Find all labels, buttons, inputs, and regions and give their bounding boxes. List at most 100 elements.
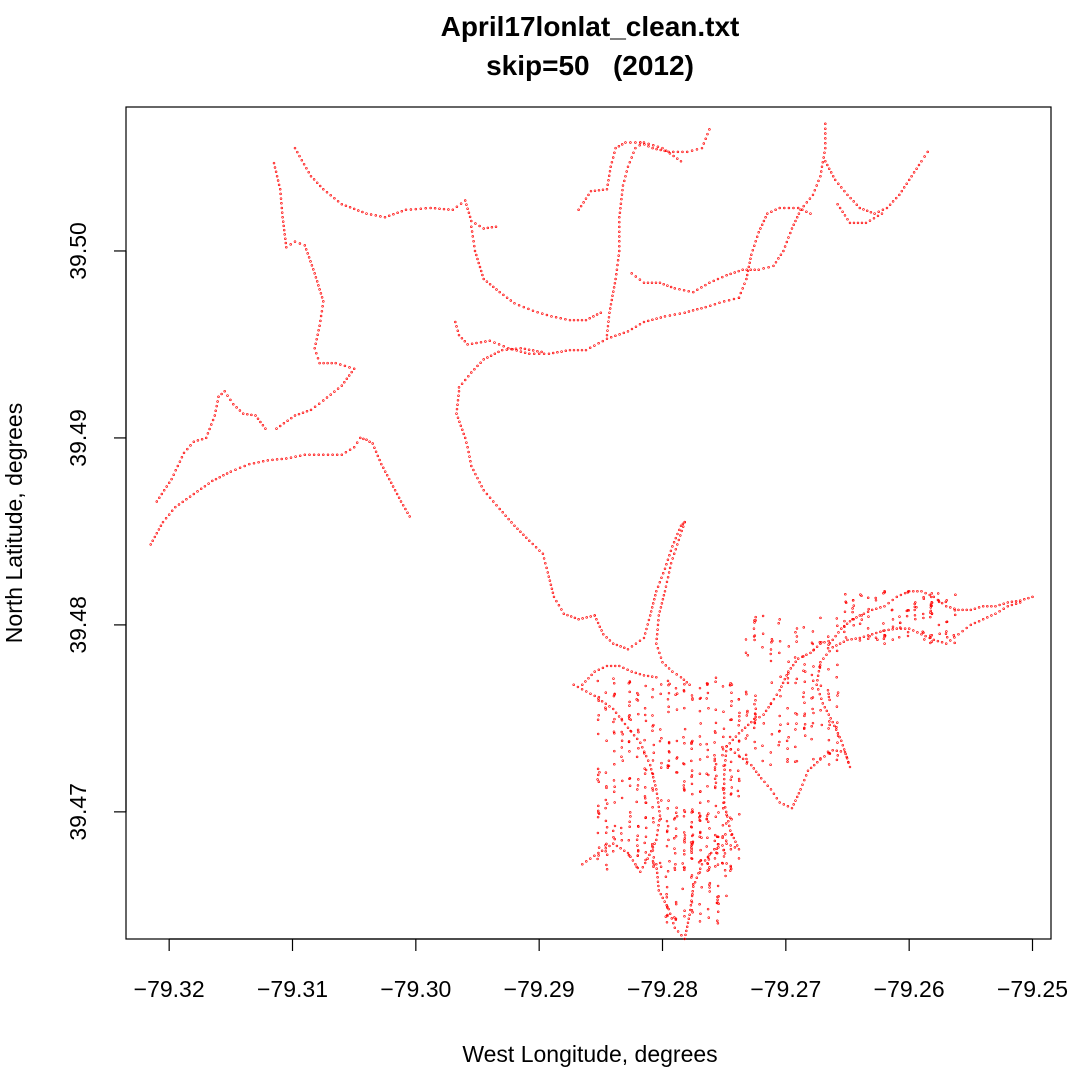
data-point: [408, 515, 411, 518]
data-point: [316, 333, 319, 336]
data-point: [850, 637, 853, 641]
data-point: [667, 799, 670, 802]
data-point: [778, 729, 781, 733]
data-point: [713, 768, 717, 771]
data-point: [465, 203, 468, 206]
data-point: [467, 450, 470, 454]
data-point: [895, 627, 899, 630]
data-point: [278, 424, 282, 428]
data-point: [651, 789, 655, 792]
data-point: [293, 414, 297, 417]
data-point: [284, 241, 288, 245]
data-point: [611, 842, 615, 845]
data-point: [683, 840, 686, 844]
data-point: [721, 835, 724, 838]
data-point: [668, 314, 672, 317]
data-point: [393, 489, 397, 492]
data-point: [766, 212, 769, 215]
data-point: [279, 192, 282, 196]
data-point: [635, 737, 639, 741]
data-point: [851, 610, 854, 614]
data-point: [613, 785, 616, 788]
data-point: [877, 210, 880, 213]
data-point: [322, 399, 325, 402]
data-point: [729, 272, 732, 276]
data-point: [738, 812, 741, 816]
data-point: [601, 666, 605, 670]
data-point: [860, 614, 863, 617]
data-point: [157, 528, 161, 531]
data-point: [1006, 604, 1010, 608]
data-point: [454, 320, 457, 324]
data-point: [462, 432, 465, 436]
data-point: [589, 615, 592, 618]
data-point: [596, 778, 599, 781]
data-point: [836, 202, 839, 206]
data-point: [401, 503, 405, 507]
data-point: [536, 349, 539, 353]
data-point: [940, 641, 944, 644]
data-point: [161, 520, 165, 524]
data-point: [544, 561, 547, 565]
data-point: [309, 174, 313, 178]
data-point: [615, 273, 618, 276]
data-point: [706, 862, 710, 866]
data-point: [165, 485, 168, 488]
data-point: [470, 230, 474, 233]
data-point: [708, 827, 711, 830]
data-point: [700, 146, 704, 150]
data-point: [593, 670, 596, 673]
data-point: [624, 141, 627, 144]
data-point: [274, 170, 278, 174]
data-point: [531, 542, 534, 546]
data-point: [778, 740, 781, 744]
data-point: [754, 239, 757, 243]
data-point: [725, 862, 728, 865]
data-point: [815, 683, 818, 686]
data-point: [478, 265, 482, 269]
data-point: [792, 206, 795, 210]
data-point: [297, 412, 301, 416]
data-point: [613, 692, 616, 696]
data-point: [786, 722, 790, 725]
data-point: [803, 734, 807, 737]
data-point: [717, 846, 720, 849]
data-point: [903, 627, 907, 630]
data-point: [317, 284, 320, 287]
data-point: [399, 500, 403, 503]
data-point: [732, 836, 736, 840]
data-point: [608, 844, 611, 848]
data-point: [713, 759, 716, 763]
data-point: [667, 838, 670, 842]
data-point: [874, 596, 877, 600]
data-point: [600, 849, 604, 852]
data-point: [648, 614, 652, 617]
data-point: [174, 469, 177, 472]
data-point: [468, 455, 471, 458]
data-point: [733, 751, 737, 754]
data-point: [674, 536, 678, 540]
data-point: [281, 220, 285, 223]
data-point: [797, 212, 801, 215]
data-point: [929, 606, 933, 609]
data-point: [634, 141, 637, 144]
data-point: [619, 206, 622, 210]
data-point: [725, 274, 728, 277]
data-point: [833, 178, 837, 182]
data-point: [891, 638, 895, 641]
data-point: [668, 750, 671, 754]
data-points: [149, 122, 1034, 941]
data-point: [458, 420, 461, 423]
data-point: [753, 638, 756, 642]
data-point: [656, 647, 660, 650]
data-point: [787, 660, 790, 663]
data-point: [234, 468, 237, 471]
data-point: [373, 446, 376, 449]
data-point: [937, 600, 941, 604]
data-point: [785, 739, 789, 743]
data-point: [705, 814, 709, 817]
data-point: [806, 769, 810, 772]
data-point: [954, 593, 957, 596]
data-point: [922, 616, 925, 620]
data-point: [721, 807, 725, 810]
